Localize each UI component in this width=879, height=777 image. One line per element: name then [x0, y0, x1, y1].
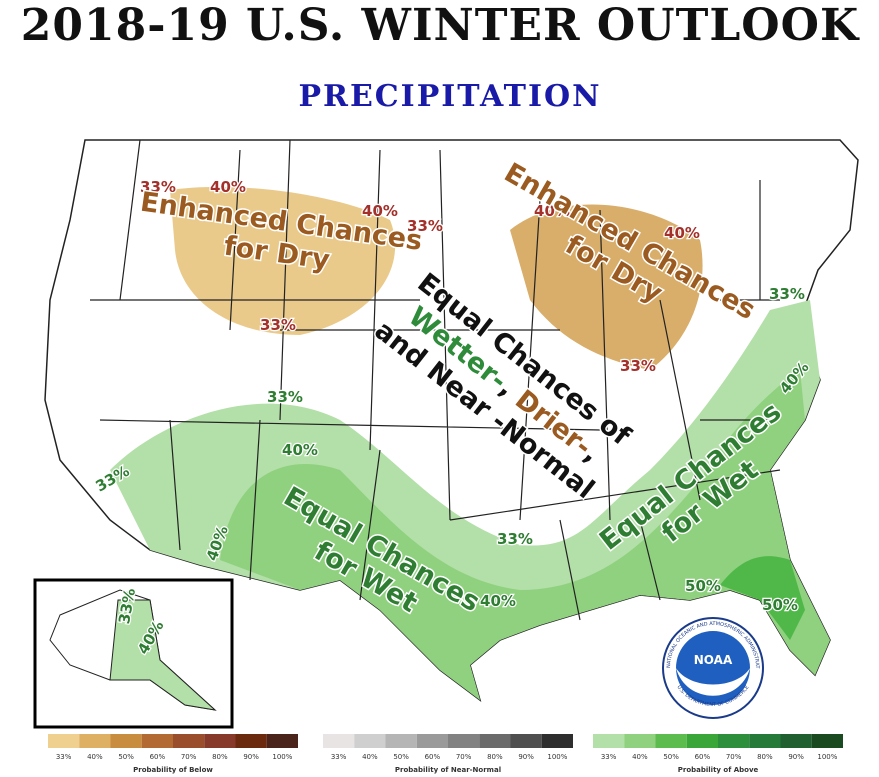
legend-swatch	[718, 734, 750, 748]
legend-label: 90%	[243, 753, 259, 761]
contour-label: 40%	[534, 202, 570, 220]
legend-label: 90%	[788, 753, 804, 761]
contour-label: 50%	[685, 577, 721, 595]
legend-swatch	[593, 734, 625, 748]
legend-label: 60%	[695, 753, 711, 761]
legend-label: 100%	[272, 753, 292, 761]
legend-swatch	[266, 734, 298, 748]
legend-swatch	[686, 734, 718, 748]
contour-label: 40%	[282, 441, 318, 459]
legend-label: 100%	[547, 753, 567, 761]
contour-label: 33%	[260, 316, 296, 334]
map	[33, 139, 859, 729]
alaska-inset	[33, 578, 234, 729]
legend-swatch	[780, 734, 812, 748]
annotation: Equal Chances ofWetter-, Drier-,and Near…	[369, 265, 640, 506]
title: 2018-19 U.S. WINTER OUTLOOK	[21, 0, 860, 51]
legend-swatch	[79, 734, 111, 748]
legend-swatch	[354, 734, 386, 748]
subtitle: PRECIPITATION	[298, 79, 601, 114]
legend-swatch	[235, 734, 267, 748]
contour-label: 33%	[140, 178, 176, 196]
legend-swatch	[811, 734, 843, 748]
legend-swatch	[48, 734, 80, 748]
legend-label: 50%	[663, 753, 679, 761]
legend-swatch	[141, 734, 173, 748]
legend-label: 90%	[518, 753, 534, 761]
legend-swatch	[385, 734, 417, 748]
contour-label: 33%	[620, 357, 656, 375]
legend-swatch	[110, 734, 142, 748]
contour-label: 50%	[762, 596, 798, 614]
logo-text: NOAA	[694, 653, 733, 667]
legend-swatch	[510, 734, 542, 748]
legend-label: 33%	[56, 753, 72, 761]
legend-swatch	[541, 734, 573, 748]
legend-swatch	[416, 734, 448, 748]
contour-label: 40%	[664, 224, 700, 242]
legend-label: 33%	[331, 753, 347, 761]
legend-label: 80%	[487, 753, 503, 761]
legend-label: 40%	[632, 753, 648, 761]
legend-title: Probability of Near-Normal	[395, 766, 501, 774]
wet-region-mid	[220, 370, 830, 700]
legend-label: 33%	[601, 753, 617, 761]
legend-swatch	[204, 734, 236, 748]
contour-label: 40%	[480, 592, 516, 610]
legend-label: 100%	[817, 753, 837, 761]
legend-label: 70%	[726, 753, 742, 761]
legend-label: 50%	[118, 753, 134, 761]
legend-label: 40%	[362, 753, 378, 761]
legend-label: 70%	[456, 753, 472, 761]
legend-label: 60%	[150, 753, 166, 761]
legend: 33% 40% 50% 60% 70% 80% 90% 100% Probability of …	[48, 734, 843, 774]
legend-label: 70%	[181, 753, 197, 761]
contour-label: 40%	[362, 202, 398, 220]
contour-label: 33%	[407, 217, 443, 235]
contour-label: 33%	[769, 285, 805, 303]
legend-swatch	[655, 734, 687, 748]
wet-region-dark	[720, 556, 805, 640]
legend-swatch	[624, 734, 656, 748]
legend-label: 80%	[757, 753, 773, 761]
dry-region-east	[510, 204, 703, 370]
legend-label: 50%	[393, 753, 409, 761]
legend-label: 80%	[212, 753, 228, 761]
contour-label: 40%	[210, 178, 246, 196]
contour-label: 33%	[497, 530, 533, 548]
legend-title: Probability of Below	[133, 766, 213, 774]
legend-swatch	[479, 734, 511, 748]
legend-swatch	[448, 734, 480, 748]
dry-region-west	[170, 186, 396, 335]
legend-label: 60%	[425, 753, 441, 761]
state-lines	[90, 139, 781, 621]
legend-swatch	[749, 734, 781, 748]
legend-label: 40%	[87, 753, 103, 761]
legend-swatch	[323, 734, 355, 748]
legend-swatch	[173, 734, 205, 748]
contour-label: 33%	[267, 388, 303, 406]
legend-title: Probability of Above	[678, 766, 759, 774]
